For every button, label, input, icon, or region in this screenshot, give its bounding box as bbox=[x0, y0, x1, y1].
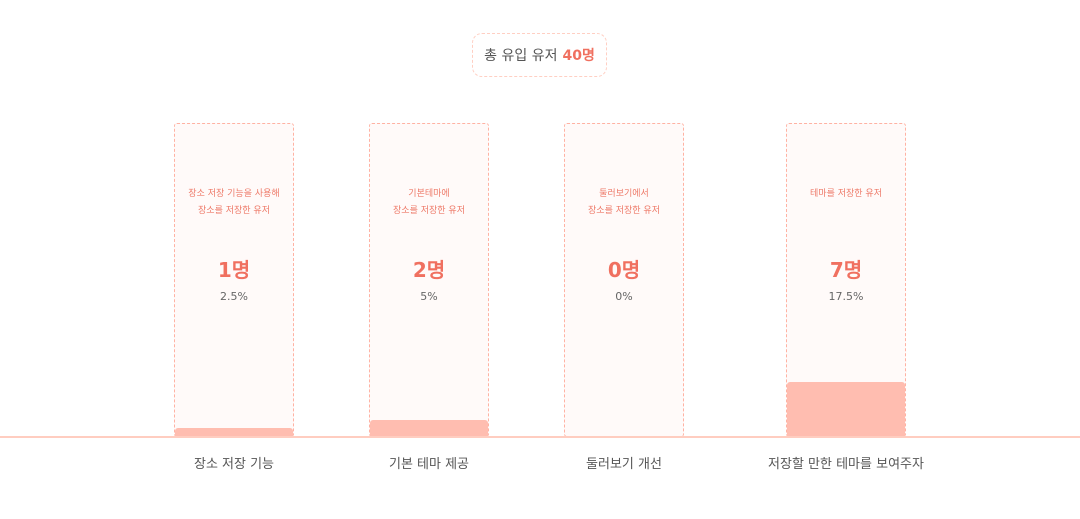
column-description: 장소 저장 기능을 사용해 장소를 저장한 유저 bbox=[188, 189, 280, 216]
category-label: 저장할 만한 테마를 보여주자 bbox=[768, 457, 924, 472]
column-description: 기본테마에 장소를 저장한 유저 bbox=[393, 189, 465, 216]
column-box: 기본테마에 장소를 저장한 유저 2명 5% bbox=[369, 123, 489, 437]
bar bbox=[370, 420, 488, 436]
data-label-count: 2명 bbox=[412, 258, 446, 282]
category-label: 둘러보기 개선 bbox=[586, 457, 662, 472]
data-label-count: 0명 bbox=[607, 258, 641, 282]
data-label-percent: 17.5% bbox=[828, 290, 864, 303]
data-label-count: 1명 bbox=[217, 258, 251, 282]
total-users-count: 40명 bbox=[562, 48, 595, 64]
column-description: 둘러보기에서 장소를 저장한 유저 bbox=[588, 189, 660, 216]
data-label-count: 7명 bbox=[829, 258, 863, 282]
category-label: 기본 테마 제공 bbox=[388, 457, 470, 472]
total-users-label: 총 유입 유저 bbox=[484, 48, 558, 64]
category-label: 장소 저장 기능 bbox=[193, 457, 275, 472]
total-users-badge: 총 유입 유저 40명 bbox=[472, 33, 607, 77]
data-label-percent: 2.5% bbox=[220, 290, 248, 303]
column-box: 장소 저장 기능을 사용해 장소를 저장한 유저 1명 2.5% bbox=[174, 123, 294, 437]
column-box: 둘러보기에서 장소를 저장한 유저 0명 0% bbox=[564, 123, 684, 437]
column-description: 테마를 저장한 유저 bbox=[810, 189, 882, 199]
data-label-percent: 5% bbox=[420, 290, 438, 303]
column-box: 테마를 저장한 유저 7명 17.5% bbox=[786, 123, 906, 437]
data-label-percent: 0% bbox=[615, 290, 633, 303]
chart-baseline bbox=[0, 436, 1080, 438]
bar bbox=[787, 381, 905, 436]
bar bbox=[175, 428, 293, 436]
